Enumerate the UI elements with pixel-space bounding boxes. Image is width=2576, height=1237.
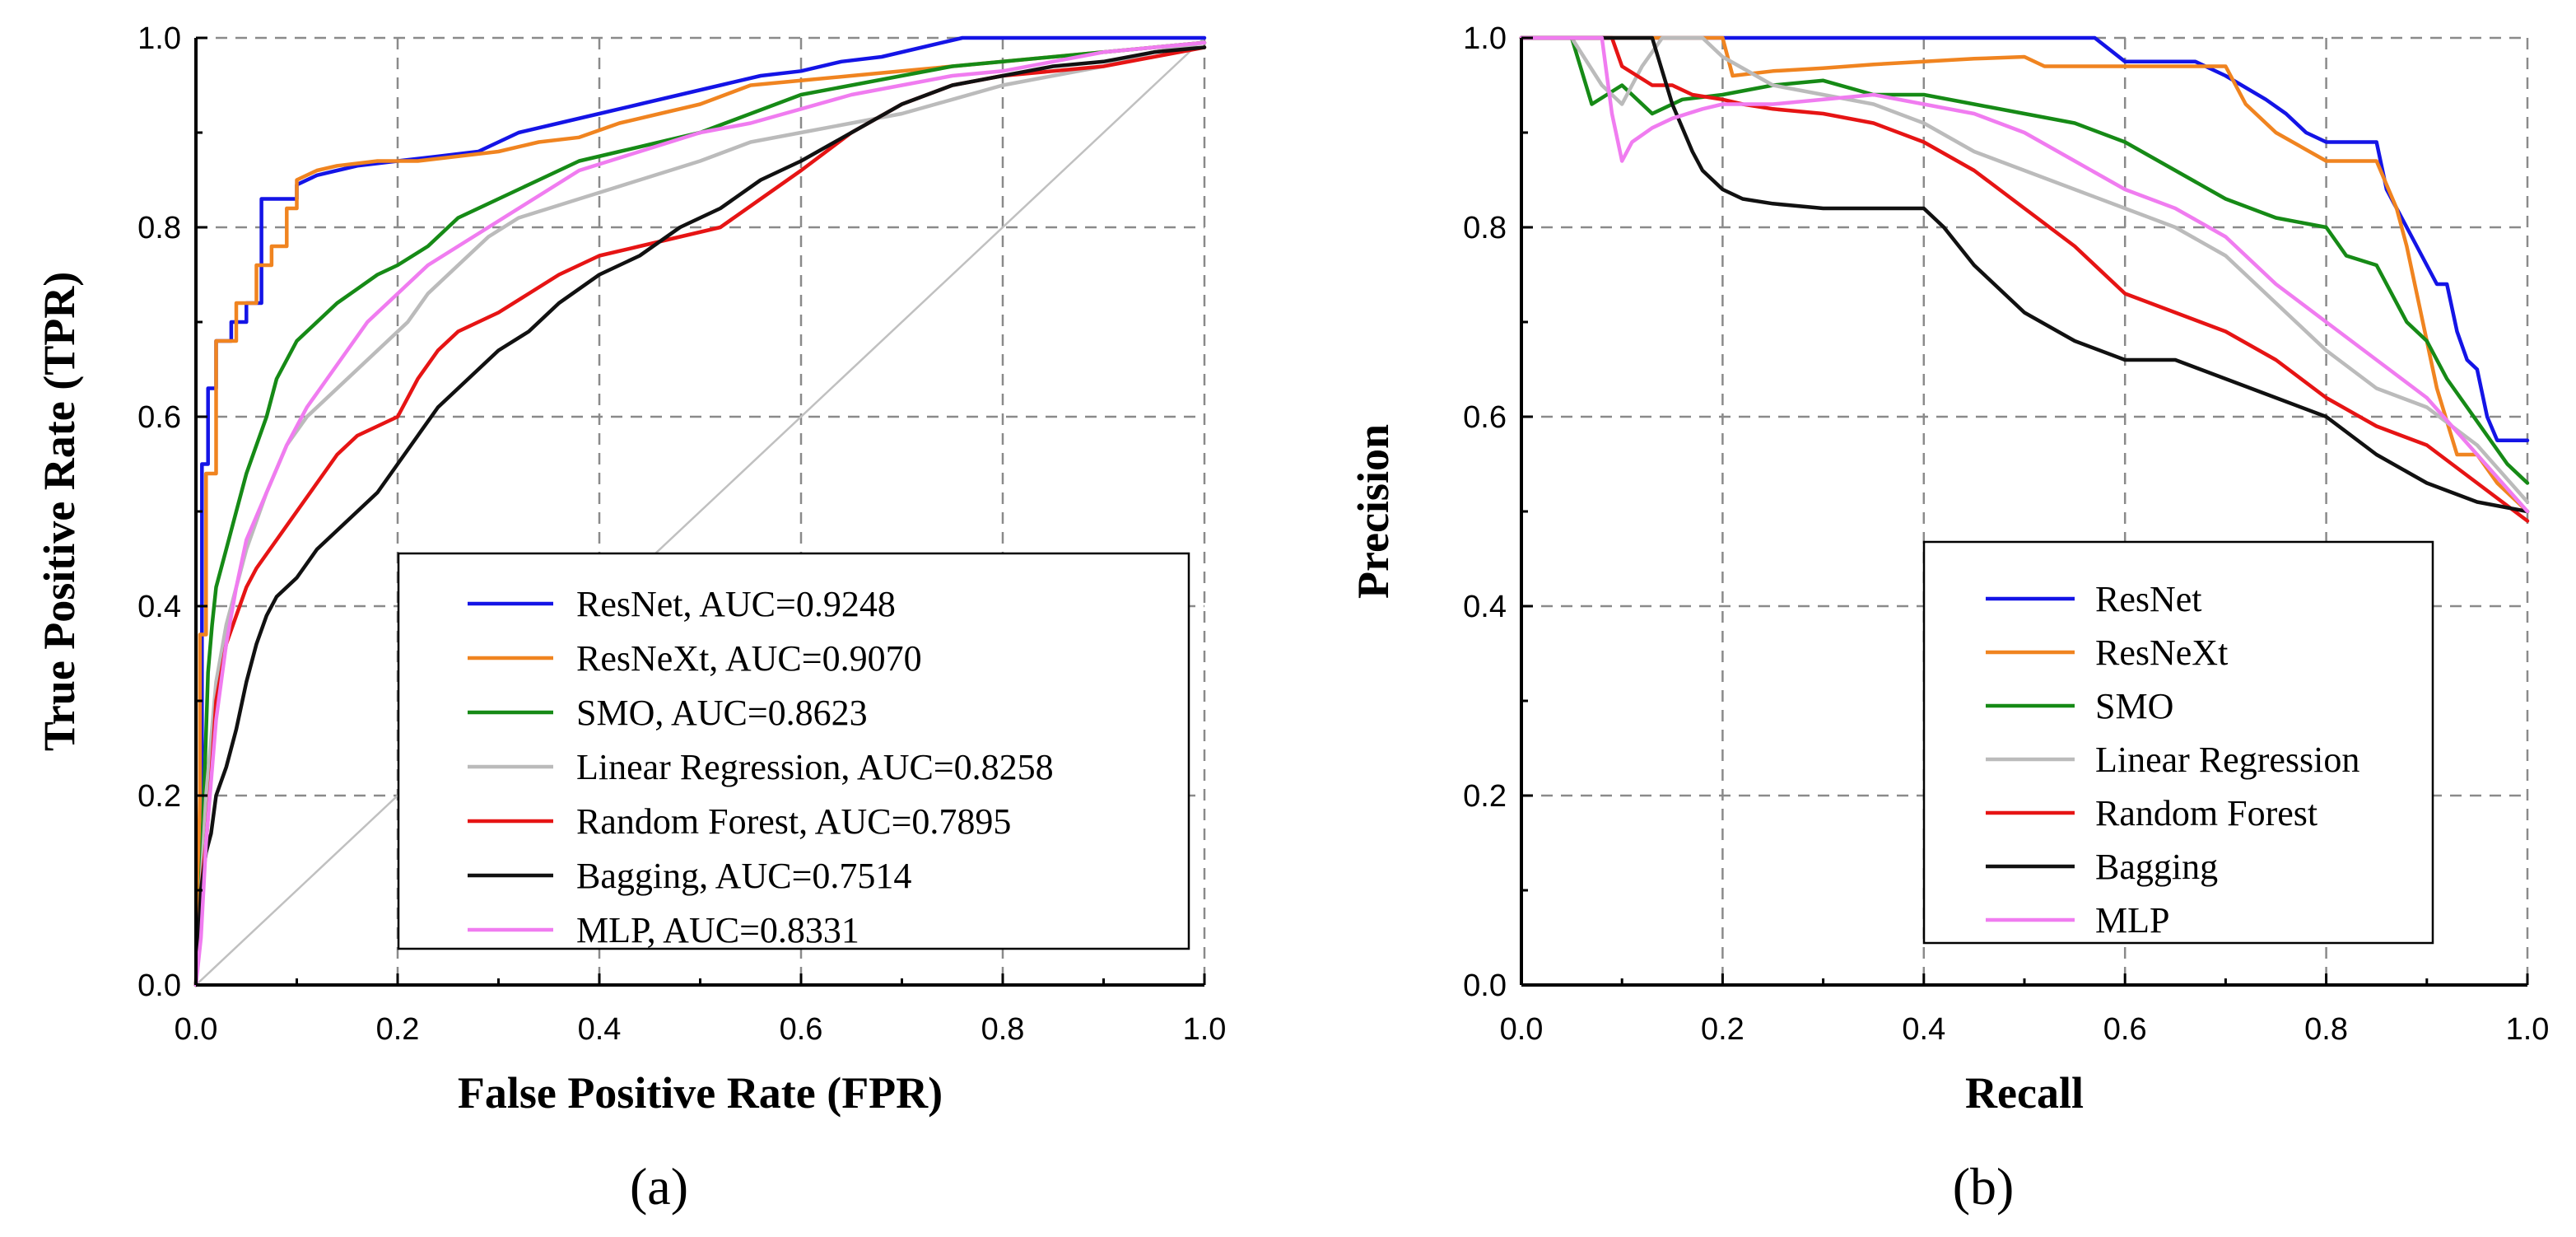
roc-legend-label-5: Bagging, AUC=0.7514 — [576, 856, 911, 896]
roc-x-tick-label: 1.0 — [1183, 1012, 1227, 1047]
roc-panel: 0.0 0.2 0.4 0.6 0.8 1.0 0.0 0.2 0.4 0.6 0.8 1.0 Fa… — [35, 21, 1226, 1216]
pr-y-tick-label: 0.2 — [1463, 779, 1507, 814]
pr-x-tick-label: 0.2 — [1701, 1012, 1745, 1047]
pr-series-line-6 — [1519, 35, 2530, 514]
pr-legend-label-1: ResNeXt — [2095, 633, 2228, 673]
pr-y-tick-label: 1.0 — [1463, 21, 1507, 56]
pr-legend-label-5: Bagging — [2095, 847, 2218, 887]
pr-legend-label-6: MLP — [2095, 900, 2169, 941]
roc-x-tick-labels: 0.0 0.2 0.4 0.6 0.8 1.0 — [175, 1012, 1227, 1047]
roc-legend-label-4: Random Forest, AUC=0.7895 — [576, 801, 1011, 842]
roc-y-tick-label: 0.6 — [137, 400, 181, 435]
pr-x-tick-label: 0.0 — [1500, 1012, 1544, 1047]
precision-recall-panel: 0.0 0.2 0.4 0.6 0.8 1.0 0.0 0.2 0.4 0.6 0.8 1.0 Re… — [1349, 21, 2549, 1216]
roc-x-tick-label: 0.4 — [578, 1012, 622, 1047]
roc-legend-label-3: Linear Regression, AUC=0.8258 — [576, 747, 1054, 787]
pr-series-line-2 — [1519, 35, 2530, 485]
pr-legend-label-0: ResNet — [2095, 579, 2202, 619]
pr-x-tick-labels: 0.0 0.2 0.4 0.6 0.8 1.0 — [1500, 1012, 2550, 1047]
pr-y-tick-label: 0.4 — [1463, 590, 1507, 624]
roc-legend: ResNet, AUC=0.9248 ResNeXt, AUC=0.9070 SMO… — [397, 552, 1190, 950]
pr-series — [1519, 35, 2530, 523]
roc-x-tick-label: 0.6 — [780, 1012, 823, 1047]
pr-series-line-4 — [1519, 35, 2530, 523]
pr-x-tick-label: 0.6 — [2103, 1012, 2147, 1047]
roc-y-tick-label: 1.0 — [137, 21, 181, 56]
roc-legend-box — [397, 552, 1190, 950]
pr-y-tick-label: 0.8 — [1463, 211, 1507, 245]
roc-series — [193, 35, 1207, 987]
roc-x-axis-title: False Positive Rate (FPR) — [458, 1068, 943, 1118]
pr-x-tick-label: 0.4 — [1902, 1012, 1945, 1047]
pr-legend-box — [1922, 540, 2434, 945]
pr-series-line-1 — [1519, 35, 2530, 514]
roc-y-tick-label: 0.2 — [137, 779, 181, 814]
roc-y-tick-label: 0.8 — [137, 211, 181, 245]
pr-series-line-0 — [1519, 35, 2530, 443]
pr-x-tick-label: 1.0 — [2506, 1012, 2550, 1047]
pr-x-tick-label: 0.8 — [2304, 1012, 2348, 1047]
roc-series-line-5 — [193, 45, 1207, 987]
roc-x-tick-label: 0.8 — [981, 1012, 1025, 1047]
pr-legend: ResNet ResNeXt SMO Linear Regression Random … — [1922, 540, 2434, 945]
pr-x-axis-title: Recall — [1965, 1068, 2084, 1118]
roc-series-line-1 — [193, 40, 1207, 987]
pr-legend-label-3: Linear Regression — [2095, 740, 2359, 780]
roc-x-tick-label: 0.2 — [376, 1012, 420, 1047]
roc-legend-label-1: ResNeXt, AUC=0.9070 — [576, 638, 922, 679]
panel-label-b: (b) — [1953, 1157, 2015, 1216]
pr-series-line-3 — [1519, 35, 2530, 504]
roc-y-tick-label: 0.0 — [137, 969, 181, 1003]
roc-x-tick-label: 0.0 — [175, 1012, 218, 1047]
roc-y-axis-title: True Positive Rate (TPR) — [35, 272, 84, 751]
chance-diagonal — [195, 37, 1205, 986]
roc-series-line-6 — [193, 40, 1207, 987]
roc-y-tick-labels: 0.0 0.2 0.4 0.6 0.8 1.0 — [137, 21, 181, 1003]
panel-label-a: (a) — [630, 1157, 688, 1216]
pr-y-tick-label: 0.6 — [1463, 400, 1507, 435]
pr-legend-label-2: SMO — [2095, 686, 2173, 726]
roc-series-line-2 — [193, 40, 1207, 987]
pr-y-tick-label: 0.0 — [1463, 969, 1507, 1003]
pr-y-axis-title: Precision — [1349, 424, 1398, 599]
roc-legend-label-2: SMO, AUC=0.8623 — [576, 693, 868, 733]
roc-legend-label-0: ResNet, AUC=0.9248 — [576, 584, 896, 624]
pr-legend-label-4: Random Forest — [2095, 793, 2317, 833]
roc-y-tick-label: 0.4 — [137, 590, 181, 624]
pr-series-line-5 — [1519, 35, 2530, 514]
pr-y-tick-labels: 0.0 0.2 0.4 0.6 0.8 1.0 — [1463, 21, 1507, 1003]
roc-legend-label-6: MLP, AUC=0.8331 — [576, 910, 859, 950]
